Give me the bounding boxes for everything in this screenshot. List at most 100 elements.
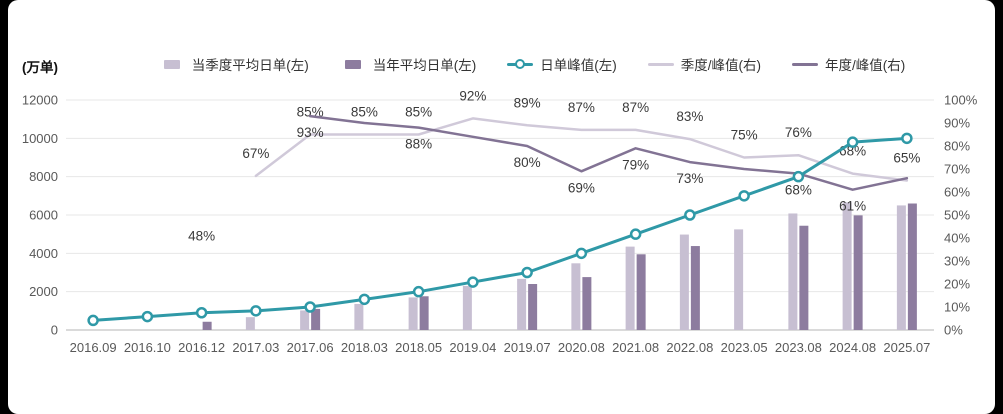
x-axis-tick: 2018.05 <box>395 340 442 355</box>
x-axis-tick: 2024.08 <box>829 340 876 355</box>
x-axis-tick: 2016.09 <box>70 340 117 355</box>
legend-label: 季度/峰值(右) <box>680 58 761 73</box>
combo-chart-svg: 0 2000 4000 6000 8000 10000 12000 0% 10% 20% 30% 40… <box>22 88 978 355</box>
chart-area: 0 2000 4000 6000 8000 10000 12000 0% 10% 20% 30% 40… <box>8 86 995 391</box>
gridlines <box>66 99 934 331</box>
line-marker <box>684 209 696 221</box>
data-label: 69% <box>568 180 595 195</box>
right-axis-tick: 10% <box>944 300 970 315</box>
quarter-peak-ratio-line-swatch-icon <box>647 58 675 70</box>
bars-quarter-avg <box>245 202 906 330</box>
x-axis-tick: 2016.12 <box>178 340 225 355</box>
x-axis-tick: 2023.08 <box>775 340 822 355</box>
right-axis-tick: 40% <box>944 231 970 246</box>
line-marker <box>901 132 913 145</box>
legend-label: 日单峰值(左) <box>540 58 617 73</box>
bar <box>462 285 472 330</box>
data-label: 67% <box>242 146 269 161</box>
line-marker <box>195 307 208 319</box>
year-peak-ratio-line-swatch-icon <box>791 58 819 70</box>
data-label: 48% <box>188 229 215 244</box>
line-marker <box>467 276 479 288</box>
bar <box>419 296 429 330</box>
bar <box>571 263 581 330</box>
data-label: 85% <box>351 105 378 120</box>
right-axis-tick: 70% <box>944 162 970 177</box>
data-label: 79% <box>622 157 649 172</box>
legend-label: 当年平均日单(左) <box>372 58 477 73</box>
chart-card: (万单) 当季度平均日单(左) 当年平均日单(左) 日单峰值(左) 季度/峰值(… <box>8 0 995 414</box>
line-marker <box>629 228 642 240</box>
line-marker <box>250 305 262 317</box>
axis-unit-label: (万单) <box>22 60 58 75</box>
line-marker <box>412 285 425 298</box>
data-label: 76% <box>785 125 812 140</box>
data-label: 88% <box>405 137 432 152</box>
bar <box>528 284 538 330</box>
left-axis-tick: 8000 <box>29 169 58 184</box>
data-label: 65% <box>893 151 920 166</box>
right-axis-tick: 60% <box>944 185 970 200</box>
line-marker <box>141 310 154 323</box>
bar <box>300 310 310 330</box>
bar <box>311 308 321 330</box>
data-label: 68% <box>785 183 812 198</box>
bar <box>788 213 798 330</box>
right-axis-tick: 100% <box>944 93 978 108</box>
data-label: 87% <box>622 100 649 115</box>
bar <box>625 246 635 330</box>
data-label: 92% <box>459 88 486 103</box>
line-year_ratio_line <box>308 114 909 191</box>
right-axis-tick: 20% <box>944 277 970 292</box>
bar <box>517 278 527 330</box>
bar <box>907 203 917 330</box>
bar <box>202 321 212 330</box>
right-axis-tick: 30% <box>944 254 970 269</box>
legend-item-daily-peak-line: 日单峰值(左) <box>506 54 617 74</box>
line-marker <box>846 136 859 148</box>
bar <box>734 229 744 330</box>
x-axis-tick: 2019.04 <box>449 340 496 355</box>
daily-peak-line-swatch-icon <box>506 58 534 70</box>
bar <box>799 225 809 330</box>
quarter-avg-bar-swatch-icon <box>158 58 186 70</box>
data-label: 93% <box>297 125 324 140</box>
bar <box>690 246 700 330</box>
line-marker <box>575 247 588 260</box>
left-axis-tick: 2000 <box>29 284 58 299</box>
line-marker <box>521 266 533 279</box>
legend-item-year-avg-bar: 当年平均日单(左) <box>339 54 477 74</box>
year-avg-bar-swatch-icon <box>339 58 367 70</box>
x-axis-tick: 2021.08 <box>612 340 659 355</box>
x-axis-tick: 2017.03 <box>232 340 279 355</box>
legend-item-quarter-peak-ratio-line: 季度/峰值(右) <box>647 54 761 74</box>
left-axis-tick: 0 <box>51 323 58 338</box>
bar <box>582 277 592 330</box>
legend-label: 年度/峰值(右) <box>825 58 906 73</box>
data-label: 61% <box>839 199 866 214</box>
right-axis-tick: 50% <box>944 208 970 223</box>
bars-year-avg <box>202 203 917 330</box>
x-axis-tick: 2018.03 <box>341 340 388 355</box>
legend-item-year-peak-ratio-line: 年度/峰值(右) <box>791 54 905 74</box>
chart-legend: 当季度平均日单(左) 当年平均日单(左) 日单峰值(左) 季度/峰值(右) 年度… <box>68 0 995 74</box>
x-axis-tick: 2016.10 <box>124 340 171 355</box>
left-axis-tick: 12000 <box>22 93 58 108</box>
data-labels-year_ratio_line: 48% 93% 88% 80% 69% 79% 73% 68% 61% <box>188 125 866 244</box>
bar <box>679 234 689 330</box>
x-axis-tick: 2017.06 <box>287 340 334 355</box>
line-marker <box>358 293 371 306</box>
bar <box>354 303 364 330</box>
x-axis-tick: 2020.08 <box>558 340 605 355</box>
line-marker <box>87 314 99 327</box>
line-peak_line <box>87 132 913 327</box>
left-axis-tick: 4000 <box>29 246 58 261</box>
right-axis-tick: 0% <box>944 323 963 338</box>
legend-label: 当季度平均日单(左) <box>191 58 309 73</box>
legend-item-quarter-avg-bar: 当季度平均日单(左) <box>158 54 309 74</box>
data-labels-quarter_ratio_line: 67%85% 85% 85%92% 89% 87% 87%83%75% 76%68% 65% <box>242 88 920 165</box>
bar <box>853 215 863 330</box>
x-axis-tick: 2019.07 <box>504 340 551 355</box>
x-axis-tick: 2022.08 <box>666 340 713 355</box>
bar <box>245 317 255 330</box>
